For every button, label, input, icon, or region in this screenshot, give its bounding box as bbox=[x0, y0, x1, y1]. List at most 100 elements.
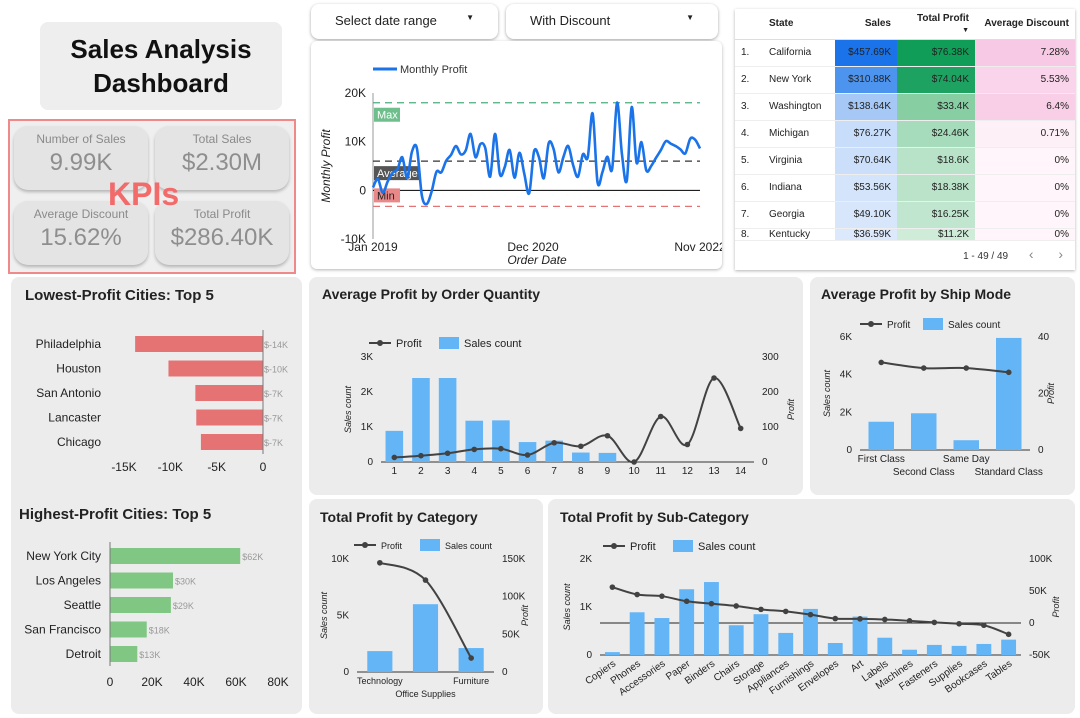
category-label: 6 bbox=[525, 466, 531, 477]
y-right-tick-label: 0 bbox=[502, 667, 508, 678]
discount-label: With Discount bbox=[530, 13, 611, 28]
legend-label: Profit bbox=[381, 541, 403, 551]
table-row[interactable]: 2. New York $310.88K $74.04K 5.53% bbox=[735, 66, 1075, 94]
x-tick-label: 20K bbox=[141, 675, 162, 689]
table-row[interactable]: 3. Washington $138.64K $33.4K 6.4% bbox=[735, 93, 1075, 121]
profit-marker bbox=[683, 598, 690, 605]
next-page-icon[interactable]: › bbox=[1058, 246, 1063, 262]
y-right-axis-title: Profit bbox=[520, 605, 530, 627]
prev-page-icon[interactable]: ‹ bbox=[1028, 246, 1034, 262]
quantity-panel: Average Profit by Order Quantity Profit S… bbox=[309, 277, 803, 495]
category-label: 14 bbox=[735, 466, 747, 477]
legend-bar-swatch bbox=[673, 540, 693, 552]
category-label: 3 bbox=[445, 466, 451, 477]
quantity-title: Average Profit by Order Quantity bbox=[322, 286, 541, 302]
sales-cell: $49.10K bbox=[835, 201, 897, 229]
ship-mode-chart: Profit Sales count 6K 4K 2K 0 40 20 0 Sales count… bbox=[822, 318, 1056, 478]
profit-marker bbox=[377, 559, 383, 566]
table-row[interactable]: 5. Virginia $70.64K $18.6K 0% bbox=[735, 147, 1075, 175]
x-tick-label: -15K bbox=[111, 460, 136, 474]
category-label: Houston bbox=[56, 362, 101, 376]
category-panel: Total Profit by Category Profit Sales cou… bbox=[309, 499, 543, 714]
table-header-discount[interactable]: Average Discount bbox=[975, 9, 1075, 40]
bar bbox=[135, 336, 263, 352]
sales-cell: $53.56K bbox=[835, 174, 897, 202]
profit-marker bbox=[1005, 631, 1012, 638]
category-label: 4 bbox=[471, 466, 477, 477]
profit-marker bbox=[832, 615, 839, 622]
y-right-tick-label: 20 bbox=[1038, 389, 1050, 400]
subcategory-title: Total Profit by Sub-Category bbox=[560, 509, 749, 525]
y-right-tick-label: 0 bbox=[762, 457, 768, 468]
sales-cell: $76.27K bbox=[835, 120, 897, 148]
table-row[interactable]: 6. Indiana $53.56K $18.38K 0% bbox=[735, 174, 1075, 202]
y-left-tick-label: 1K bbox=[361, 422, 374, 433]
bar bbox=[679, 589, 695, 655]
reference-badge bbox=[374, 188, 400, 203]
state-cell: New York bbox=[763, 66, 835, 94]
x-tick-label: -5K bbox=[207, 460, 226, 474]
table-header-profit[interactable]: Total Profit ▼ bbox=[897, 9, 975, 40]
category-label: Los Angeles bbox=[36, 574, 101, 588]
y-axis-title: Monthly Profit bbox=[319, 129, 333, 203]
data-label: $29K bbox=[173, 601, 194, 611]
bar bbox=[926, 644, 942, 655]
y-right-axis-title: Profit bbox=[1046, 383, 1056, 405]
city-profit-panel: Lowest-Profit Cities: Top 5 Highest-Prof… bbox=[11, 277, 302, 714]
date-range-label: Select date range bbox=[335, 13, 437, 28]
table-row[interactable]: 7. Georgia $49.10K $16.25K 0% bbox=[735, 201, 1075, 229]
date-range-dropdown[interactable]: Select date range ▼ bbox=[311, 4, 498, 39]
profit-marker bbox=[444, 450, 451, 457]
category-label: 9 bbox=[605, 466, 611, 477]
profit-marker bbox=[807, 611, 814, 618]
category-chart: Profit Sales count 10K 5K 0 150K 100K 50K 0 Sales… bbox=[319, 539, 530, 699]
profit-marker bbox=[920, 365, 927, 371]
table-header-state[interactable]: State bbox=[763, 9, 835, 40]
bar bbox=[778, 632, 794, 655]
category-title: Total Profit by Category bbox=[320, 509, 478, 525]
profit-cell: $18.6K bbox=[897, 147, 975, 175]
category-label: Chicago bbox=[57, 435, 101, 449]
profit-marker bbox=[468, 655, 474, 661]
y-left-tick-label: 6K bbox=[840, 332, 853, 343]
kpi-total-sales: Total Sales $2.30M bbox=[155, 126, 289, 190]
profit-marker bbox=[708, 600, 715, 607]
category-label: Lancaster bbox=[48, 411, 101, 425]
discount-cell: 7.28% bbox=[975, 39, 1075, 67]
table-row[interactable]: 4. Michigan $76.27K $24.46K 0.71% bbox=[735, 120, 1075, 148]
category-label: 12 bbox=[682, 466, 694, 477]
profit-marker bbox=[737, 425, 744, 432]
y-right-tick-label: 100 bbox=[762, 422, 779, 433]
table-row[interactable]: 8. Kentucky $36.59K $11.2K 0% bbox=[735, 228, 1075, 241]
data-label: $30K bbox=[175, 577, 196, 587]
bar bbox=[868, 421, 894, 450]
profit-marker bbox=[498, 445, 504, 452]
legend-line-marker bbox=[362, 542, 368, 548]
profit-marker bbox=[604, 432, 611, 439]
bar bbox=[911, 413, 937, 450]
table-row[interactable]: 1. California $457.69K $76.38K 7.28% bbox=[735, 39, 1075, 67]
profit-marker bbox=[684, 441, 691, 448]
profit-marker bbox=[1005, 369, 1012, 376]
table-header-sales[interactable]: Sales bbox=[835, 9, 897, 40]
profit-marker bbox=[857, 616, 863, 622]
legend-line-marker bbox=[377, 340, 383, 346]
legend-label: Sales count bbox=[948, 320, 1000, 331]
state-table-body: 1. California $457.69K $76.38K 7.28% 2. New Yo… bbox=[735, 39, 1075, 241]
bar bbox=[110, 597, 171, 613]
category-label: 7 bbox=[551, 466, 557, 477]
header-label: Total Profit bbox=[916, 12, 969, 24]
profit-marker bbox=[391, 454, 398, 461]
profit-marker bbox=[524, 452, 531, 458]
category-label: Office Supplies bbox=[395, 689, 456, 699]
discount-dropdown[interactable]: With Discount ▼ bbox=[506, 4, 718, 39]
row-index: 4. bbox=[735, 120, 763, 148]
bar bbox=[951, 645, 967, 655]
profit-marker bbox=[758, 606, 764, 613]
lowest-cities-title: Lowest-Profit Cities: Top 5 bbox=[25, 287, 214, 304]
y-right-tick-label: 150K bbox=[502, 554, 526, 565]
bar bbox=[827, 643, 843, 655]
sort-desc-icon: ▼ bbox=[962, 26, 969, 34]
profit-marker bbox=[878, 359, 885, 366]
legend-bar-swatch bbox=[923, 318, 943, 330]
